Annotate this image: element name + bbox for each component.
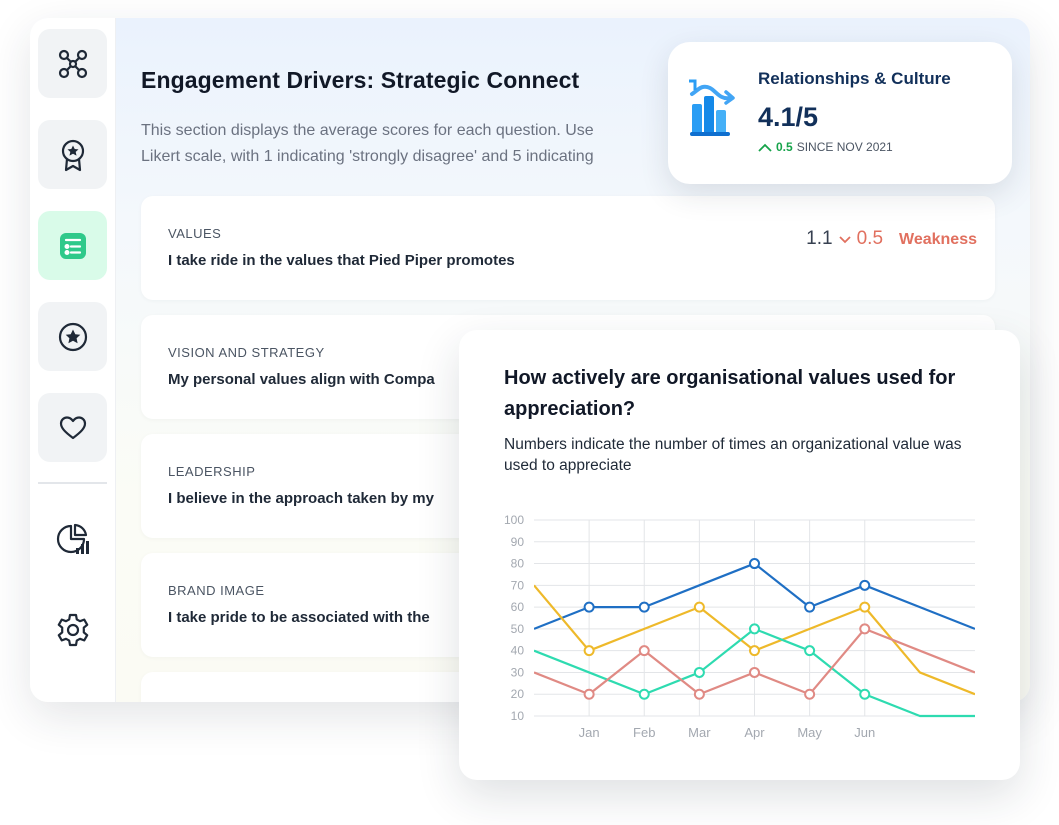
stat-change-value: 0.5: [776, 140, 793, 154]
question-text: I take ride in the values that Pied Pipe…: [168, 252, 515, 269]
list-checklist-icon: [59, 232, 86, 259]
chart-subtitle: Numbers indicate the number of times an …: [504, 436, 962, 474]
question-text: I believe in the approach taken by my: [168, 490, 434, 507]
pie-chart-report-icon: [56, 523, 89, 554]
x-tick-label: Jun: [854, 725, 875, 740]
series-1-point: [693, 601, 705, 613]
x-tick-label: Mar: [688, 725, 711, 740]
x-tick-label: Feb: [633, 725, 655, 740]
series-0-point: [583, 601, 595, 613]
heart-icon: [59, 415, 86, 439]
award-ribbon-icon: [61, 139, 84, 171]
question-card-values[interactable]: VALUES I take ride in the values that Pi…: [141, 196, 995, 300]
y-tick-label: 70: [511, 578, 525, 592]
series-2-point: [804, 645, 816, 657]
x-tick-label: Apr: [744, 725, 765, 740]
sidebar-item-settings[interactable]: [38, 602, 107, 658]
score-value: 1.1: [806, 228, 833, 249]
x-tick-label: May: [797, 725, 822, 740]
sidebar-item-awards[interactable]: [38, 120, 107, 189]
y-tick-label: 40: [511, 644, 525, 658]
line-chart: 10 20 30 40 50 60 70 80 90 100 Jan Feb Mar Apr May Jun: [504, 513, 975, 740]
star-circle-icon: [58, 322, 87, 351]
stat-change: 0.5 SINCE NOV 2021: [758, 140, 893, 154]
series-3-point: [638, 645, 650, 657]
question-category: VISION AND STRATEGY: [168, 345, 325, 360]
series-2-point: [859, 688, 871, 700]
y-tick-label: 80: [511, 557, 525, 571]
network-icon: [58, 49, 87, 78]
stat-value: 4.1/5: [758, 102, 819, 132]
series-2-point: [638, 688, 650, 700]
score-change: 0.5: [856, 228, 884, 249]
y-tick-label: 30: [511, 665, 525, 679]
series-1-point: [859, 601, 871, 613]
stat-change-since: SINCE NOV 2021: [796, 140, 893, 154]
sidebar-divider: [38, 482, 107, 484]
series-3-point: [583, 688, 595, 700]
y-tick-label: 100: [504, 513, 524, 527]
chevron-down-icon: [838, 231, 851, 247]
y-tick-label: 10: [511, 709, 525, 723]
page-description: This section displays the average scores…: [141, 118, 701, 170]
question-category: VALUES: [168, 226, 222, 241]
weakness-badge: Weakness: [899, 231, 977, 248]
y-tick-label: 90: [511, 535, 525, 549]
page-title: Engagement Drivers: Strategic Connect: [141, 67, 580, 93]
series-3-point: [804, 688, 816, 700]
sidebar-item-network[interactable]: [38, 29, 107, 98]
chart-title: How actively are organisational values u…: [504, 367, 956, 420]
question-category: LEADERSHIP: [168, 464, 256, 479]
sidebar-item-reports[interactable]: [38, 512, 107, 568]
page-description-line-1: This section displays the average scores…: [141, 122, 594, 139]
chart-card: How actively are organisational values u…: [459, 330, 1020, 780]
question-text: My personal values align with Compa: [168, 371, 435, 388]
sidebar: [30, 18, 116, 702]
page-description-line-2: Likert scale, with 1 indicating 'strongl…: [141, 148, 594, 165]
series-2-point: [693, 666, 705, 678]
sidebar-item-surveys[interactable]: [38, 211, 107, 280]
question-category: BRAND IMAGE: [168, 583, 265, 598]
bar-chart-growth-icon: [689, 79, 735, 136]
stat-card-relationships-culture[interactable]: Relationships & Culture 4.1/5 0.5 SINCE …: [668, 42, 1012, 184]
series-0-point: [749, 558, 760, 570]
question-score: 1.1 0.5 Weakness: [806, 228, 977, 250]
series-0-point: [638, 601, 650, 613]
series-2-point: [749, 623, 760, 635]
series-0-point: [804, 601, 816, 613]
y-tick-label: 50: [511, 622, 525, 636]
x-tick-label: Jan: [579, 725, 600, 740]
y-tick-label: 60: [511, 600, 525, 614]
series-3-point: [749, 666, 760, 678]
chevron-up-icon: [758, 143, 772, 152]
sidebar-item-favorites[interactable]: [38, 302, 107, 371]
stat-title: Relationships & Culture: [758, 69, 951, 88]
series-3-point: [859, 623, 871, 635]
series-0-point: [859, 579, 871, 591]
series-3-point: [693, 688, 705, 700]
y-tick-label: 20: [511, 687, 525, 701]
sidebar-item-wellbeing[interactable]: [38, 393, 107, 462]
gear-icon: [57, 613, 88, 647]
question-text: I take pride to be associated with the: [168, 609, 430, 626]
series-1-point: [583, 645, 595, 657]
series-1-point: [749, 645, 760, 657]
